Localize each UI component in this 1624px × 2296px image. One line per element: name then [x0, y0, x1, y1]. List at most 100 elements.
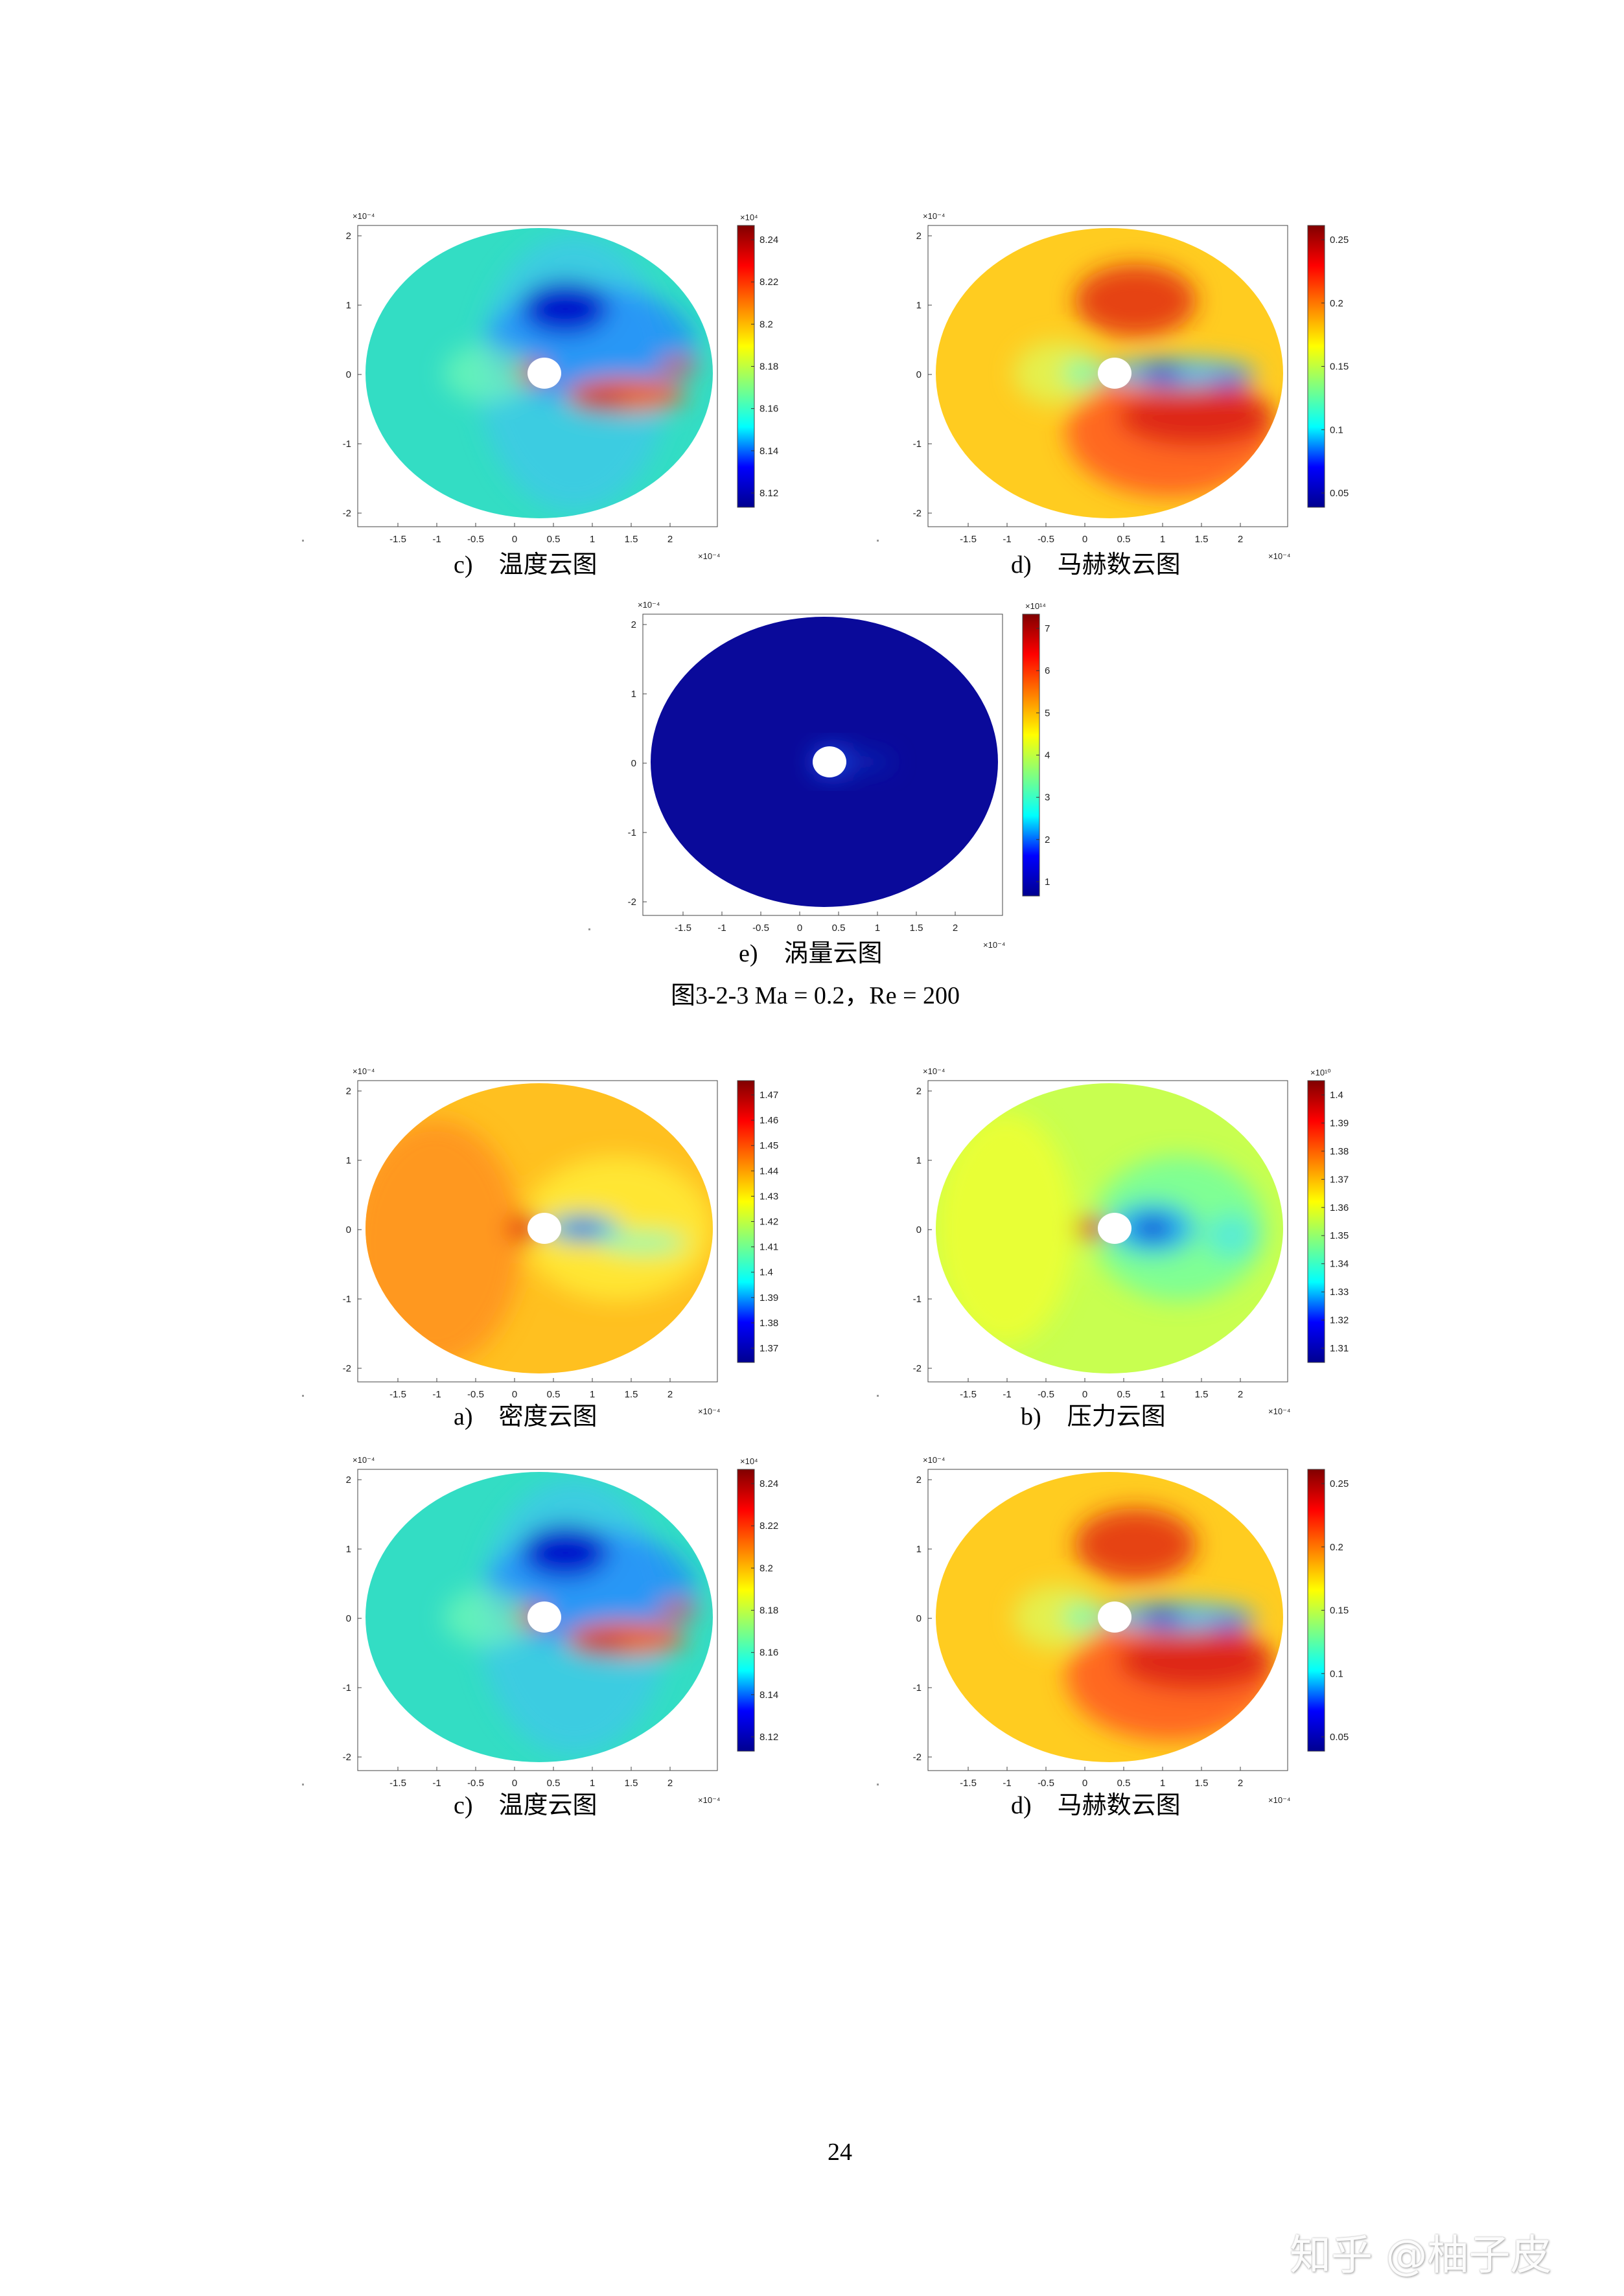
contour-field	[936, 1083, 1283, 1373]
colorbar-tick-label: 0.15	[1330, 1605, 1349, 1616]
caption-text: 温度云图	[498, 551, 597, 579]
colorbar-tick-label: 1.4	[760, 1267, 773, 1278]
y-tick-label: -1	[343, 1294, 351, 1305]
colorbar-tick-label: 0.25	[1330, 1478, 1349, 1489]
y-tick-label: -2	[343, 1752, 351, 1763]
y-tick-label: 2	[346, 231, 351, 242]
y-tick-label: -2	[913, 1752, 922, 1763]
x-tick-label: 0.5	[1117, 1778, 1131, 1789]
caption-label: d)	[1011, 1792, 1032, 1819]
stray-mark	[588, 928, 590, 930]
contour-plot: ×10⁻⁴-1.5 -1 -0.5 0 0.5 1 1.5 2×10⁻⁴210-1-2×10¹…	[913, 1066, 1349, 1416]
colorbar-tick-label: 1.4	[1330, 1090, 1343, 1101]
y-axis-exponent: ×10⁻⁴	[353, 211, 375, 221]
x-tick-label: 0	[1082, 1778, 1087, 1789]
x-tick-label: -1.5	[389, 534, 406, 545]
colorbar-tick-label: 0.1	[1330, 1668, 1343, 1679]
colorbar-tick-label: 1.44	[760, 1165, 778, 1177]
x-tick-label: -0.5	[1038, 1778, 1054, 1789]
figure-panel-density: ×10⁻⁴ -1.5 -1 -0.5 0 0.5 1 1.5 2 ×10⁻⁴ 2 1 0 -1 -2 1.47…	[331, 1062, 927, 1438]
x-tick-label: 0.5	[1117, 534, 1131, 545]
colorbar-tick-label: 1.31	[1330, 1343, 1349, 1354]
x-tick-label: 2	[953, 923, 958, 934]
x-tick-label: 1.5	[625, 534, 638, 545]
colorbar-tick-label: 0.25	[1330, 235, 1349, 246]
y-tick-label: 2	[916, 1086, 922, 1097]
x-tick-label: 0	[1082, 534, 1087, 545]
x-tick-label: 1	[590, 1778, 595, 1789]
colorbar-tick-label: 8.24	[760, 1478, 778, 1489]
colorbar-tick-label: 0.05	[1330, 1732, 1349, 1743]
figure-panel-pressure: ×10⁻⁴ -1.5 -1 -0.5 0 0.5 1 1.5 2 ×10⁻⁴ 2 1 0 -1 -2 ×10¹…	[901, 1062, 1497, 1438]
y-tick-label: -1	[343, 1682, 351, 1693]
contour-plot: ×10⁻⁴-1.5 -1 -0.5 0 0.5 1 1.5 2×10⁻⁴210-1-2×10⁴…	[343, 211, 779, 561]
stray-mark	[302, 1395, 304, 1397]
caption-text: 压力云图	[1067, 1403, 1166, 1430]
x-tick-label: -1.5	[960, 534, 977, 545]
x-tick-label: 1	[590, 534, 595, 545]
contour-plot: ×10⁻⁴-1.5 -1 -0.5 0 0.5 1 1.5 2×10⁻⁴210-1-20.25…	[913, 211, 1349, 561]
colorbar-tick-label: 0.2	[1330, 1542, 1343, 1553]
x-tick-label: -1	[1003, 534, 1011, 545]
contour-field	[936, 1472, 1283, 1762]
colorbar-tick-label: 0.1	[1330, 424, 1343, 435]
colorbar-tick-label: 8.18	[760, 362, 778, 373]
x-tick-label: -1	[432, 534, 441, 545]
x-axis-exponent: ×10⁻⁴	[1268, 1406, 1291, 1416]
x-axis-exponent: ×10⁻⁴	[983, 940, 1006, 950]
colorbar-exponent: ×10¹⁴	[1025, 601, 1046, 611]
colorbar-tick-label: 8.22	[760, 1521, 778, 1532]
x-axis-exponent: ×10⁻⁴	[698, 1795, 721, 1805]
y-tick-label: 0	[916, 1224, 922, 1235]
y-tick-label: -2	[343, 1363, 351, 1374]
x-tick-label: 1.5	[625, 1778, 638, 1789]
x-tick-label: -0.5	[752, 923, 769, 934]
x-tick-label: -1	[432, 1389, 441, 1400]
colorbar-tick-label: 2	[1045, 834, 1050, 845]
contour-field	[365, 1083, 713, 1373]
colorbar-tick-label: 8.18	[760, 1605, 778, 1616]
cylinder-obstacle	[1098, 358, 1131, 389]
colorbar-tick-label: 7	[1045, 623, 1050, 634]
x-tick-label: -1.5	[389, 1778, 406, 1789]
colorbar-tick-label: 1.38	[760, 1318, 778, 1329]
colorbar-tick-label: 0.2	[1330, 298, 1343, 309]
colorbar-tick-label: 8.16	[760, 404, 778, 415]
watermark: 知乎 @柚子皮	[1290, 2232, 1552, 2280]
y-axis-exponent: ×10⁻⁴	[923, 1066, 945, 1076]
y-tick-label: -1	[913, 439, 922, 450]
colorbar-exponent: ×10¹⁰	[1310, 1068, 1331, 1077]
x-tick-label: 1	[1160, 1778, 1165, 1789]
y-tick-label: 0	[346, 1613, 351, 1624]
cylinder-obstacle	[528, 358, 561, 389]
y-tick-label: 0	[346, 369, 351, 380]
y-tick-label: -1	[913, 1682, 922, 1693]
x-axis-exponent: ×10⁻⁴	[698, 1406, 721, 1416]
y-tick-label: 0	[916, 369, 922, 380]
figure-panel-temperature-top: ×10⁻⁴ -1.5 -1 -0.5 0 0.5 1 1.5 2 ×10⁻⁴ 2 1 0 -1 -2 ×10⁴…	[331, 207, 927, 583]
colorbar-tick-label: 3	[1045, 792, 1050, 803]
caption-text: 涡量云图	[783, 940, 883, 967]
y-tick-label: 1	[916, 1155, 922, 1166]
x-tick-label: -1.5	[960, 1389, 977, 1400]
x-tick-label: 1.5	[625, 1389, 638, 1400]
colorbar-tick-label: 8.12	[760, 488, 778, 499]
cylinder-obstacle	[1098, 1213, 1131, 1244]
x-tick-label: 1.5	[910, 923, 923, 934]
stray-mark	[877, 1784, 879, 1785]
caption-temperature-top: c) 温度云图	[454, 544, 597, 580]
caption-label: e)	[739, 940, 758, 967]
caption-text: 温度云图	[498, 1792, 597, 1819]
contour-plot: ×10⁻⁴-1.5 -1 -0.5 0 0.5 1 1.5 2×10⁻⁴210-1-21.47…	[343, 1066, 779, 1416]
y-tick-label: 1	[346, 300, 351, 311]
x-tick-label: 1	[875, 923, 880, 934]
figure-panel-temperature-bottom: ×10⁻⁴ -1.5 -1 -0.5 0 0.5 1 1.5 2 ×10⁻⁴ 2 1 0 -1 -2 ×10⁴…	[331, 1451, 927, 1827]
colorbar-tick-label: 1.37	[760, 1343, 778, 1354]
x-tick-label: 1	[1160, 534, 1165, 545]
y-tick-label: 1	[916, 1544, 922, 1555]
stray-mark	[302, 540, 304, 542]
caption-temperature-bottom: c) 温度云图	[454, 1785, 597, 1820]
x-tick-label: 2	[1238, 534, 1243, 545]
x-tick-label: 0	[512, 1778, 517, 1789]
colorbar-tick-label: 1.36	[1330, 1202, 1349, 1213]
